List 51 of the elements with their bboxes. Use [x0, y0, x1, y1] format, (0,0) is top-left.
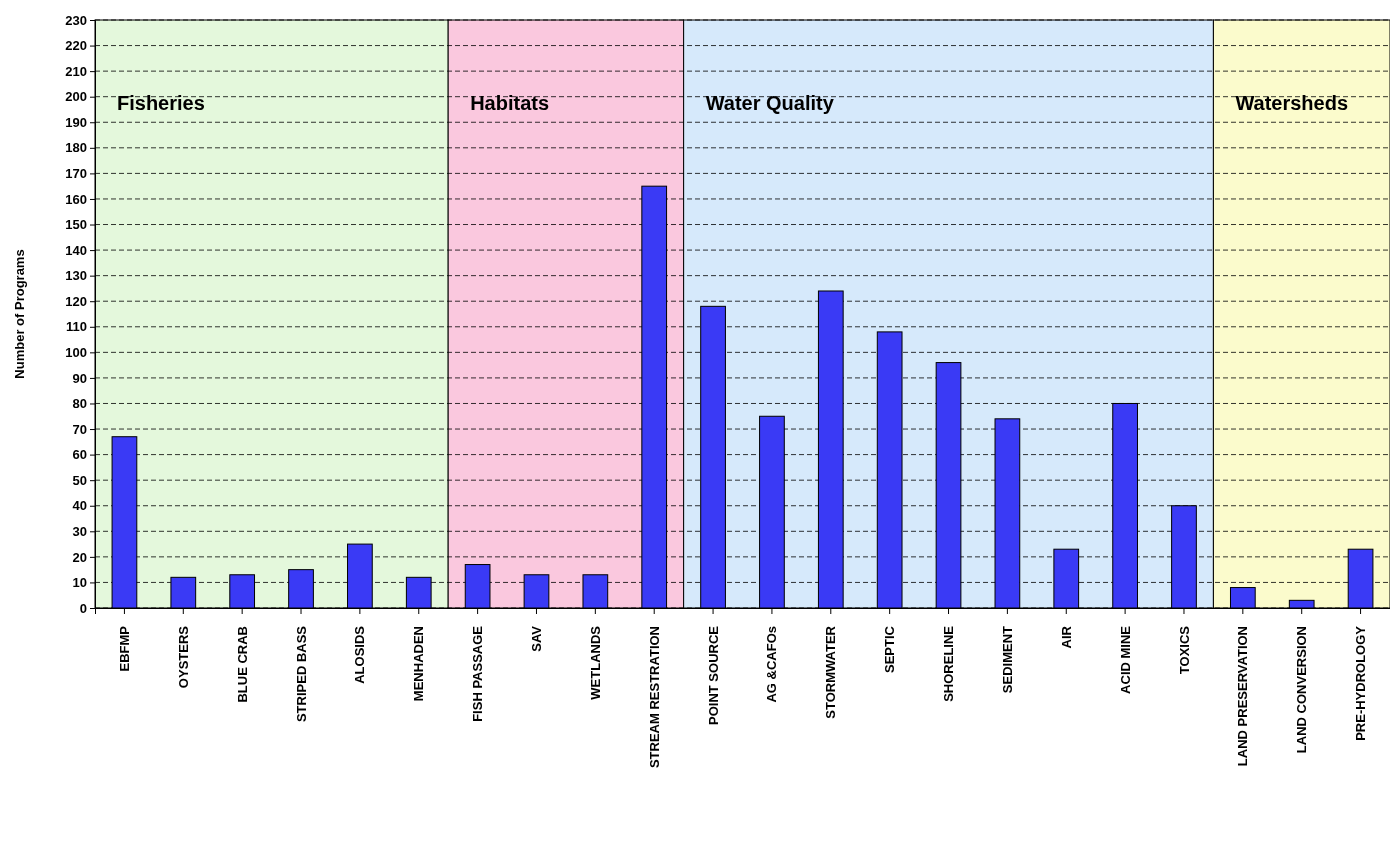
x-tick-label: LAND PRESERVATION — [1235, 626, 1251, 767]
y-tick-label: 110 — [66, 319, 87, 335]
y-tick-label: 140 — [65, 242, 87, 258]
x-tick-label: EBFMP — [116, 625, 132, 672]
band-label: Fisheries — [117, 92, 205, 114]
x-tick-label: FISH PASSAGE — [470, 625, 486, 722]
y-tick-label: 40 — [72, 498, 87, 514]
y-tick-label: 60 — [72, 447, 87, 463]
x-tick-label: ACID MINE — [1117, 625, 1133, 694]
y-tick-label: 30 — [72, 523, 87, 539]
band-label: Habitats — [470, 92, 550, 114]
y-tick-label: 170 — [65, 166, 87, 182]
band-label: Water Quality — [705, 92, 835, 114]
y-tick-label: 220 — [65, 38, 87, 54]
x-tick-label: MENHADEN — [411, 626, 427, 702]
band-label: Watersheds — [1235, 92, 1349, 114]
y-tick-label: 180 — [65, 140, 87, 156]
y-tick-label: 90 — [72, 370, 87, 386]
y-tick-label: 10 — [72, 575, 87, 591]
y-tick-label: 190 — [65, 114, 87, 130]
y-tick-label: 160 — [65, 191, 87, 207]
y-tick-label: 200 — [65, 89, 87, 105]
x-tick-label: BLUE CRAB — [234, 626, 250, 703]
y-tick-label: 50 — [72, 472, 87, 488]
x-tick-label: TOXICS — [1176, 625, 1192, 675]
y-tick-label: 120 — [65, 293, 87, 309]
y-tick-label: 150 — [65, 217, 87, 233]
y-tick-label: 230 — [65, 12, 87, 28]
x-tick-label: AIR — [1058, 625, 1074, 649]
y-tick-label: 70 — [72, 421, 87, 437]
x-tick-label: ALOSIDS — [352, 625, 368, 684]
x-tick-label: STRIPED BASS — [293, 625, 309, 723]
y-axis-title: Number of Programs — [12, 249, 27, 379]
x-tick-label: SEDIMENT — [999, 625, 1015, 694]
y-tick-label: 0 — [79, 600, 87, 616]
x-tick-label: SEPTIC — [882, 625, 898, 673]
x-tick-label: STORMWATER — [823, 625, 839, 719]
x-tick-label: PRE-HYDROLOGY — [1353, 625, 1369, 741]
y-tick-label: 210 — [65, 63, 87, 79]
x-tick-label: SHORELINE — [941, 625, 957, 702]
x-tick-label: OYSTERS — [175, 625, 191, 689]
y-tick-label: 130 — [65, 268, 87, 284]
x-tick-label: SAV — [529, 625, 545, 652]
x-tick-label: WETLANDS — [587, 625, 603, 700]
y-tick-label: 80 — [72, 396, 87, 412]
x-tick-label: POINT SOURCE — [705, 625, 721, 725]
x-tick-label: LAND CONVERSION — [1294, 626, 1310, 754]
x-tick-label: STREAM RESTRATION — [646, 626, 662, 769]
y-tick-label: 20 — [72, 549, 87, 565]
y-tick-label: 100 — [65, 345, 87, 361]
x-tick-label: AG &CAFOs — [764, 626, 780, 703]
